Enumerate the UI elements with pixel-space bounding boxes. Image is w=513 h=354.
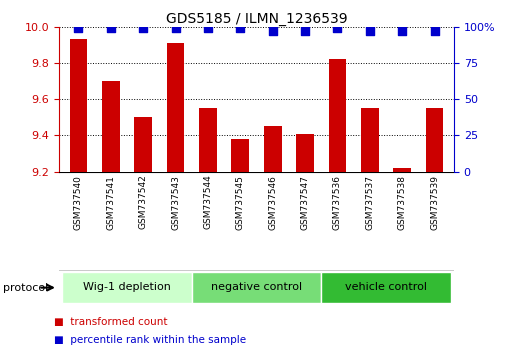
Point <box>430 28 439 34</box>
Point <box>107 25 115 31</box>
Bar <box>426 108 443 172</box>
Text: GSM737543: GSM737543 <box>171 175 180 229</box>
Bar <box>328 59 346 172</box>
Text: Wig-1 depletion: Wig-1 depletion <box>83 282 171 292</box>
Bar <box>393 168 411 172</box>
Text: GSM737547: GSM737547 <box>301 175 309 229</box>
Point <box>236 25 244 31</box>
Bar <box>199 108 217 172</box>
Title: GDS5185 / ILMN_1236539: GDS5185 / ILMN_1236539 <box>166 12 347 25</box>
Point <box>333 25 342 31</box>
Text: negative control: negative control <box>211 282 302 292</box>
Bar <box>62 273 192 303</box>
Point <box>204 25 212 31</box>
Bar <box>264 126 282 172</box>
Point <box>269 28 277 34</box>
Bar <box>102 81 120 172</box>
Text: GSM737536: GSM737536 <box>333 175 342 230</box>
Text: ■  transformed count: ■ transformed count <box>54 317 167 327</box>
Point <box>74 25 83 31</box>
Bar <box>167 43 185 172</box>
Text: GSM737542: GSM737542 <box>139 175 148 229</box>
Text: protocol: protocol <box>3 282 48 293</box>
Bar <box>296 133 314 172</box>
Text: GSM737540: GSM737540 <box>74 175 83 229</box>
Text: GSM737538: GSM737538 <box>398 175 407 230</box>
Bar <box>192 273 321 303</box>
Text: GSM737545: GSM737545 <box>236 175 245 229</box>
Text: GSM737544: GSM737544 <box>204 175 212 229</box>
Text: GSM737546: GSM737546 <box>268 175 277 229</box>
Point <box>171 25 180 31</box>
Bar <box>70 39 87 172</box>
Bar <box>321 273 451 303</box>
Text: GSM737539: GSM737539 <box>430 175 439 230</box>
Text: ■  percentile rank within the sample: ■ percentile rank within the sample <box>54 335 246 345</box>
Text: GSM737537: GSM737537 <box>365 175 374 230</box>
Point <box>139 25 147 31</box>
Bar <box>134 117 152 172</box>
Bar <box>231 139 249 172</box>
Bar <box>361 108 379 172</box>
Text: vehicle control: vehicle control <box>345 282 427 292</box>
Point <box>301 28 309 34</box>
Point <box>366 28 374 34</box>
Text: GSM737541: GSM737541 <box>106 175 115 229</box>
Point <box>398 28 406 34</box>
